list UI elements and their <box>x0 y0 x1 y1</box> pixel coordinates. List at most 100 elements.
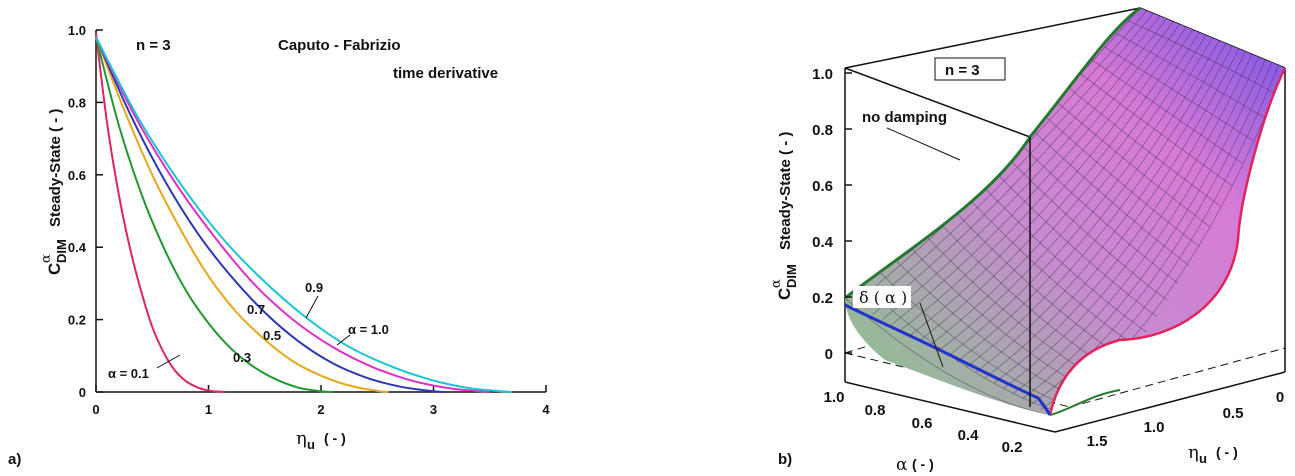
svg-text:α: α <box>896 455 908 475</box>
mesh-line <box>975 46 1233 373</box>
panel-b-surface-plot: 0 0.2 0.4 0.6 0.8 1.0 1.0 0.8 0.6 0.4 0.2 1.5 1.0 0… <box>769 6 1287 475</box>
mesh-line <box>919 29 1194 341</box>
alpha-tick-label: 0.8 <box>865 402 886 419</box>
mesh-line <box>1012 56 1259 395</box>
mesh-line <box>965 168 1147 333</box>
x-tick-label: 1 <box>205 402 212 417</box>
x-axis-label: η u ( - ) <box>296 428 346 452</box>
y-axis-label: C α DIM Steady-State ( - ) <box>39 109 69 275</box>
eta-tick-label: 1.5 <box>1087 433 1108 450</box>
series-line-0.7 <box>95 36 445 393</box>
eta-axis-label: η u ( - ) <box>1188 442 1238 466</box>
panel-label-b: b) <box>778 451 792 468</box>
series-line-0.1 <box>95 33 226 393</box>
alpha-tick-label: 0.4 <box>958 427 980 444</box>
mesh-line <box>882 18 1167 320</box>
label-0.9: 0.9 <box>305 280 323 295</box>
z-tick-label: 0.2 <box>812 290 833 307</box>
mesh-line <box>1003 54 1253 389</box>
annotation-n: n = 3 <box>136 37 171 54</box>
eta-tick-label: 0.5 <box>1223 405 1244 422</box>
no-damping-label: no damping <box>862 109 947 126</box>
label-alpha-1.0: α = 1.0 <box>348 322 389 337</box>
x-tick-label: 2 <box>317 402 324 417</box>
series-labels: α = 0.1 0.3 0.5 0.7 0.9 α = 1.0 <box>108 280 389 381</box>
delta-alpha-curve <box>844 303 1052 416</box>
svg-text:α: α <box>769 279 784 288</box>
no-damping-leader <box>886 127 961 161</box>
mesh-line <box>937 35 1207 352</box>
svg-text:( - ): ( - ) <box>1216 444 1238 460</box>
label-0.5: 0.5 <box>263 328 281 343</box>
alpha-tick-label: 1.0 <box>824 389 845 406</box>
y-tick-label: 0.2 <box>68 313 86 328</box>
leader-alpha-0.1 <box>156 354 181 369</box>
svg-text:η: η <box>296 428 307 449</box>
mesh-line <box>1019 117 1190 266</box>
eta-tick-label: 1.0 <box>1144 419 1165 436</box>
alpha-min-edge <box>1048 67 1287 416</box>
delta-label: δ ( α ) <box>859 288 907 307</box>
label-0.7: 0.7 <box>247 302 265 317</box>
y-tick-label: 1.0 <box>68 23 86 38</box>
alpha-axis-label: α ( - ) <box>896 455 934 475</box>
svg-text:DIM: DIM <box>784 264 799 288</box>
annotation-n-box <box>934 57 1006 81</box>
series-line-1.0 <box>95 36 513 393</box>
mesh-line <box>1086 55 1243 164</box>
mesh-line <box>845 297 1051 415</box>
svg-text:Steady-State ( - ): Steady-State ( - ) <box>777 132 794 250</box>
svg-text:u: u <box>1199 451 1207 466</box>
bottom-edge-curve <box>1049 389 1121 416</box>
x-tick-label: 3 <box>430 402 437 417</box>
mesh-line <box>910 26 1187 336</box>
mesh-line <box>1059 79 1222 207</box>
panel-label-a: a) <box>8 451 21 468</box>
delta-label-box <box>853 286 911 308</box>
svg-text:C: C <box>45 263 64 275</box>
mesh-line <box>947 37 1213 357</box>
z-axis-label: C α DIM Steady-State ( - ) <box>769 132 799 300</box>
leader-0.9 <box>305 295 319 319</box>
y-tick-label: 0.6 <box>68 168 86 183</box>
label-0.3: 0.3 <box>233 350 251 365</box>
mesh-line <box>863 13 1154 309</box>
mesh-line <box>1099 43 1254 141</box>
panel-a-line-chart: 0 1 2 3 4 0 0.2 0.4 0.6 0.8 1.0 n = 3 Caputo - Fa… <box>8 23 550 468</box>
mesh-line <box>1045 92 1211 228</box>
z-tick-label: 0 <box>825 346 833 363</box>
mesh-line <box>872 15 1161 315</box>
x-tick-label: 4 <box>542 402 550 417</box>
eta-tick-label: 0 <box>1276 389 1284 406</box>
y-tick-label: 0.4 <box>68 240 87 255</box>
svg-text:( - ): ( - ) <box>912 456 934 472</box>
mesh-line <box>978 155 1158 318</box>
mesh-line <box>993 51 1246 384</box>
svg-text:C: C <box>775 288 794 300</box>
z-tick-label: 1.0 <box>812 66 833 83</box>
mesh-line <box>992 142 1168 301</box>
svg-text:( - ): ( - ) <box>324 430 346 446</box>
mesh-line <box>952 181 1136 347</box>
svg-text:u: u <box>307 437 315 452</box>
mesh-line <box>984 48 1240 379</box>
svg-text:Steady-State ( - ): Steady-State ( - ) <box>47 109 64 227</box>
annotation-n-b: n = 3 <box>945 62 980 79</box>
svg-text:η: η <box>1188 442 1199 463</box>
mesh-line <box>1126 19 1275 94</box>
svg-text:α: α <box>39 254 54 263</box>
series-line-0.9 <box>95 36 490 393</box>
mesh-line <box>965 43 1226 368</box>
delta-leader <box>919 302 944 368</box>
y-tick-label: 0 <box>79 385 86 400</box>
mesh-line <box>1032 104 1200 247</box>
mesh-line <box>900 24 1180 331</box>
alpha-tick-label: 0.6 <box>912 415 933 432</box>
x-tick-label: 0 <box>92 402 99 417</box>
chart-subtitle: time derivative <box>393 65 498 82</box>
series-line-0.3 <box>95 36 333 393</box>
mesh-line <box>1021 59 1266 400</box>
mesh-line <box>1072 67 1232 186</box>
z-tick-label: 0.8 <box>812 122 833 139</box>
